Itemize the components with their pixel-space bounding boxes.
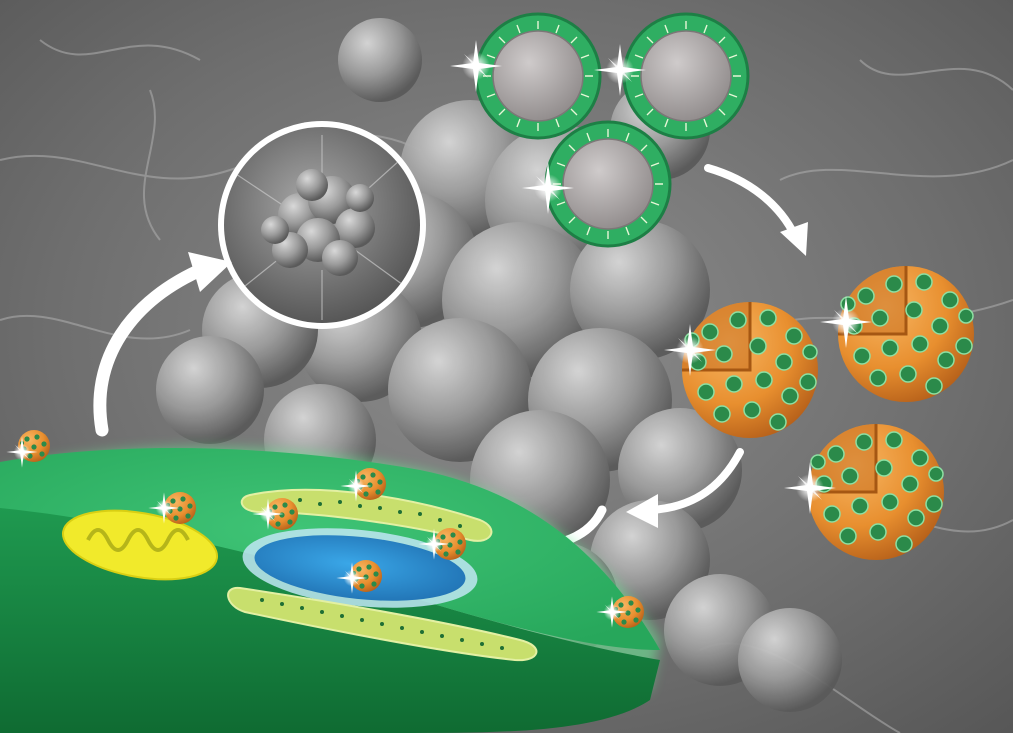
curved-arrow-icon-head xyxy=(780,222,808,256)
curved-arrow-icon-head xyxy=(188,252,232,292)
sem-inset-magnifier xyxy=(218,121,426,329)
cell-illustration xyxy=(0,447,660,733)
coated-nanoparticle xyxy=(622,12,750,140)
curved-arrow-icon xyxy=(704,164,799,240)
decorated-nanoparticle xyxy=(806,422,946,562)
coated-nanoparticle xyxy=(474,12,602,140)
decorated-nanoparticle xyxy=(680,300,820,440)
coated-nanoparticle xyxy=(544,120,672,248)
curved-arrow-icon-head xyxy=(626,494,658,528)
endoplasmic-reticulum xyxy=(227,586,538,662)
curved-arrow-icon xyxy=(646,448,744,514)
mitochondrion xyxy=(61,509,219,581)
curved-arrow-icon xyxy=(93,261,212,437)
decorated-nanoparticle xyxy=(836,264,976,404)
